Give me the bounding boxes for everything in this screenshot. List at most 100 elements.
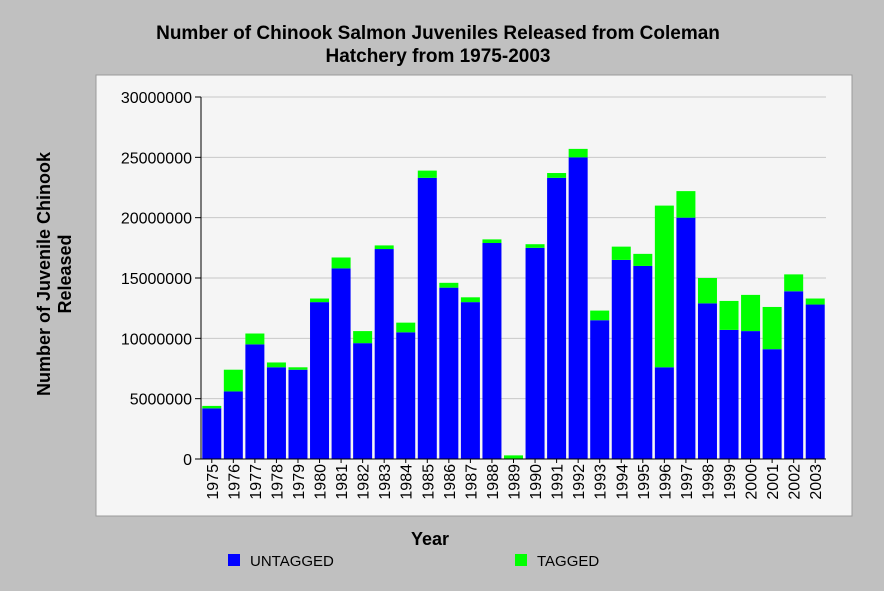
bar-tagged-1982 (353, 331, 373, 344)
bar-tagged-1997 (676, 191, 696, 218)
bar-tagged-1978 (266, 362, 286, 368)
bar-tagged-1977 (245, 333, 265, 345)
x-tick-label: 1997 (679, 464, 696, 500)
x-tick-label: 1987 (463, 464, 480, 500)
bar-tagged-2001 (762, 306, 782, 350)
x-tick-label: 1978 (269, 464, 286, 500)
bar-tagged-1975 (202, 405, 222, 409)
x-axis-title: Year (411, 529, 449, 549)
x-tick-label: 1989 (507, 464, 524, 500)
bar-tagged-2002 (784, 274, 804, 292)
bar-untagged-1990 (525, 247, 545, 459)
x-tick-label: 1992 (571, 464, 588, 500)
bar-untagged-1998 (697, 303, 717, 459)
bar-tagged-1988 (482, 239, 502, 244)
chart-title-line-2: Hatchery from 1975-2003 (325, 46, 551, 67)
bar-tagged-1989 (504, 455, 523, 459)
x-tick-label: 1991 (550, 464, 567, 500)
x-tick-label: 2000 (744, 464, 761, 500)
bar-untagged-1975 (202, 408, 222, 459)
bar-untagged-1992 (568, 157, 588, 460)
bar-tagged-1986 (439, 282, 459, 288)
x-tick-label: 1976 (226, 464, 243, 500)
y-tick-label: 25000000 (121, 150, 192, 167)
bar-untagged-1999 (719, 329, 739, 459)
bar-untagged-1985 (417, 177, 437, 459)
bar-tagged-1983 (374, 245, 394, 250)
chart-title: Number of Chinook Salmon Juveniles Relea… (100, 22, 776, 68)
bar-tagged-1981 (331, 257, 351, 269)
bar-untagged-1978 (266, 367, 286, 459)
bar-untagged-1976 (223, 391, 243, 459)
bar-tagged-1991 (547, 173, 567, 178)
legend: UNTAGGED TAGGED (228, 553, 599, 570)
bar-untagged-1984 (396, 332, 416, 459)
x-tick-label: 1993 (593, 464, 610, 500)
y-tick-label: 15000000 (121, 271, 192, 288)
x-tick-label: 1984 (399, 464, 416, 500)
y-tick-label: 20000000 (121, 211, 192, 228)
x-tick-label: 1977 (248, 464, 265, 500)
x-tick-label: 1990 (528, 464, 545, 500)
bar-tagged-1996 (654, 205, 674, 368)
bar-tagged-1979 (288, 367, 308, 370)
bar-untagged-2000 (741, 331, 761, 459)
y-tick-label: 0 (183, 452, 192, 469)
bar-untagged-2002 (784, 291, 804, 459)
x-tick-label: 1980 (313, 464, 330, 500)
bar-tagged-1993 (590, 310, 610, 321)
bar-tagged-1999 (719, 300, 739, 330)
bar-untagged-1983 (374, 249, 394, 459)
x-tick-label: 2001 (765, 464, 782, 500)
x-tick-labels: 1975 1976 1977 1978 1979 1980 1981 1982 1983 1984… (205, 464, 825, 500)
bar-tagged-1976 (223, 369, 243, 392)
y-tick-label: 30000000 (121, 90, 192, 107)
bar-untagged-2001 (762, 349, 782, 459)
x-tick-label: 1975 (205, 464, 222, 500)
bar-tagged-1985 (417, 170, 437, 178)
x-tick-label: 1988 (485, 464, 502, 500)
x-tick-label: 2002 (787, 464, 804, 500)
axes (195, 96, 826, 463)
bar-tagged-1987 (460, 297, 480, 303)
bar-tagged-1990 (525, 244, 545, 248)
bar-tagged-1998 (697, 278, 717, 304)
x-tick-label: 1983 (377, 464, 394, 500)
y-axis-title: Number of Juvenile Chinook Released (34, 151, 75, 396)
legend-swatch-untagged (228, 554, 240, 566)
bar-untagged-1987 (460, 302, 480, 459)
bar-untagged-1986 (439, 287, 459, 459)
bar-untagged-1981 (331, 268, 351, 459)
bar-untagged-1982 (353, 343, 373, 459)
x-tick-label: 1994 (614, 464, 631, 500)
x-tick-label: 1986 (442, 464, 459, 500)
bar-tagged-1984 (396, 322, 416, 333)
bar-untagged-1997 (676, 217, 696, 459)
y-axis-title-line-1: Number of Juvenile Chinook (34, 151, 54, 396)
y-tick-labels: 0 5000000 10000000 15000000 20000000 25000000… (121, 90, 192, 469)
bar-untagged-1991 (547, 177, 567, 459)
bar-untagged-1988 (482, 243, 502, 459)
bar-tagged-2000 (741, 294, 761, 332)
bar-untagged-1993 (590, 320, 610, 459)
bar-untagged-1980 (310, 302, 330, 459)
bar-tagged-2003 (805, 298, 825, 305)
bar-tagged-1995 (633, 253, 653, 266)
x-tick-label: 1979 (291, 464, 308, 500)
x-tick-label: 1982 (356, 464, 373, 500)
bars (202, 148, 825, 460)
y-tick-label: 5000000 (130, 392, 192, 409)
x-tick-label: 1985 (420, 464, 437, 500)
x-tick-label: 1998 (700, 464, 717, 500)
bar-untagged-1995 (633, 265, 653, 459)
bar-untagged-1994 (611, 259, 631, 459)
legend-label-untagged: UNTAGGED (250, 553, 334, 570)
bar-untagged-1977 (245, 344, 265, 459)
chart-title-line-1: Number of Chinook Salmon Juveniles Relea… (156, 23, 720, 44)
bar-tagged-1994 (611, 246, 631, 260)
bar-untagged-1979 (288, 369, 308, 459)
legend-swatch-tagged (515, 554, 527, 566)
bar-tagged-1980 (310, 298, 330, 303)
bar-untagged-2003 (805, 304, 825, 459)
